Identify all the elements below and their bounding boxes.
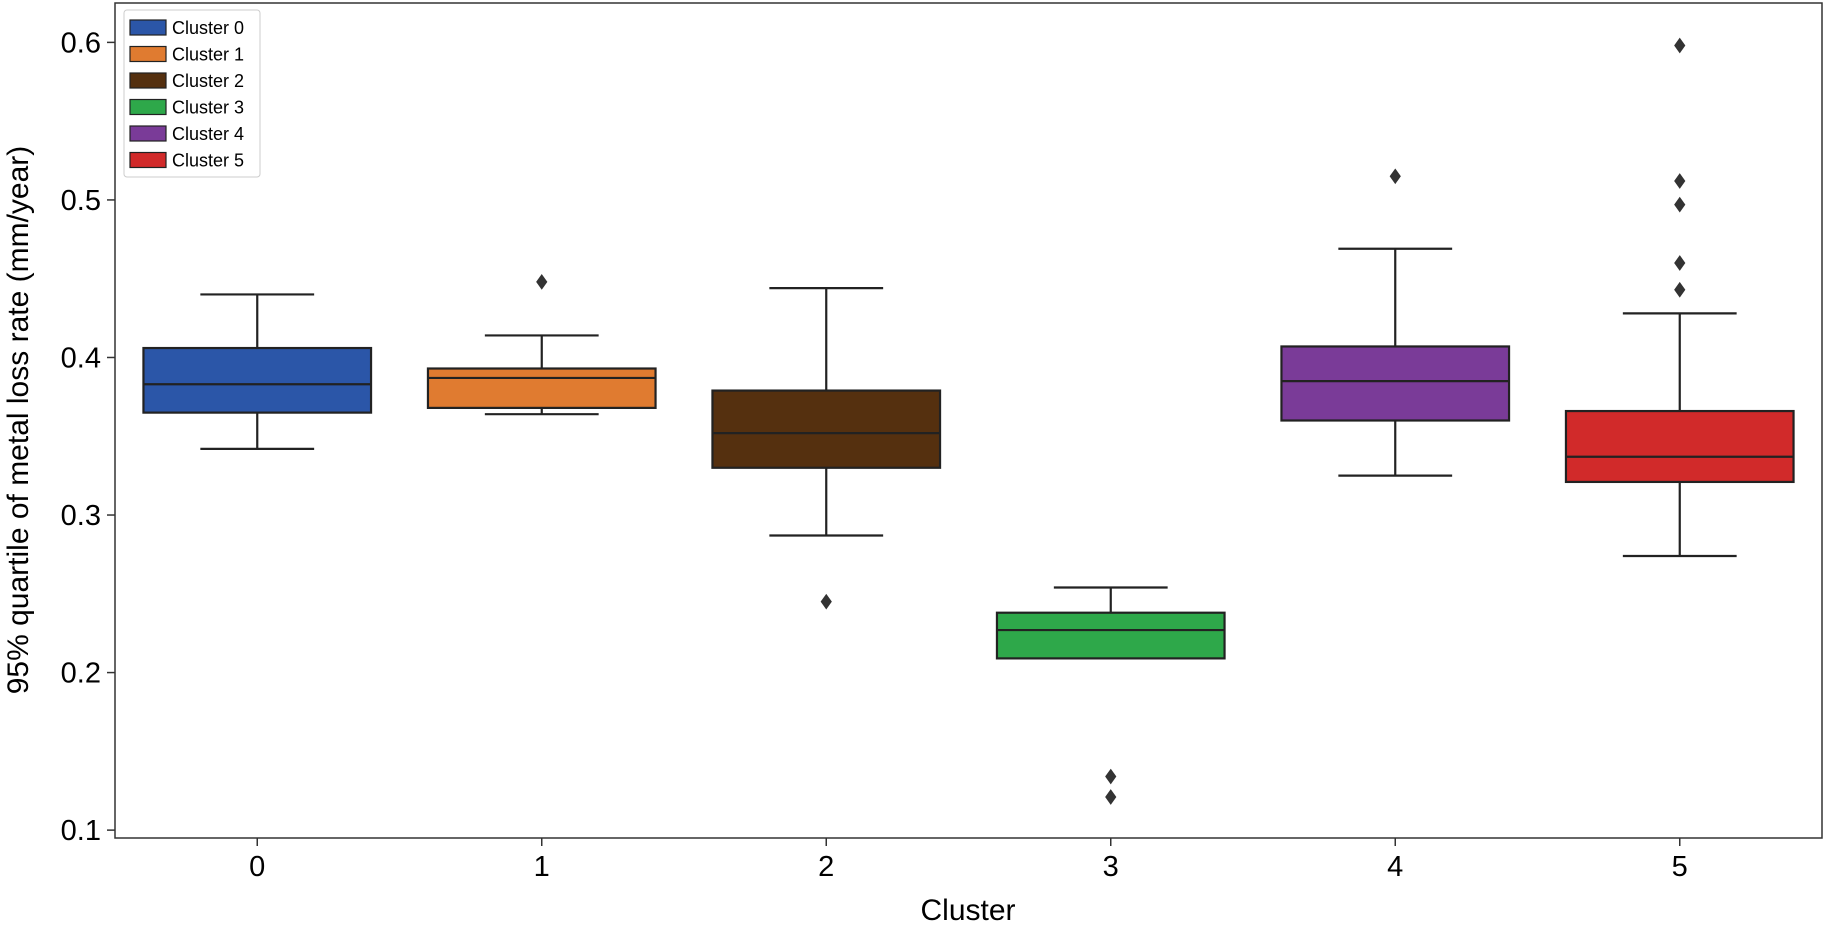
outlier-point xyxy=(1674,196,1686,213)
y-tick-label: 0.4 xyxy=(61,342,101,374)
y-axis-label: 95% quartile of metal loss rate (mm/year… xyxy=(2,146,35,695)
outlier-point xyxy=(1105,768,1117,785)
outlier-point xyxy=(820,593,832,610)
legend-swatch xyxy=(129,19,167,36)
x-tick-label: 2 xyxy=(818,851,834,883)
outlier-point xyxy=(1674,255,1686,271)
x-axis-label: Cluster xyxy=(920,894,1015,927)
outlier-point xyxy=(1389,168,1401,185)
legend-label: Cluster 5 xyxy=(172,151,244,171)
outlier-point xyxy=(1105,789,1117,805)
box-2 xyxy=(711,287,942,610)
outlier-point xyxy=(536,273,548,290)
legend-swatch xyxy=(129,45,167,63)
outlier-point xyxy=(1674,173,1686,189)
y-tick-label: 0.2 xyxy=(61,658,101,690)
plot-frame xyxy=(114,2,1823,839)
x-tick-label: 5 xyxy=(1672,851,1688,883)
box-3 xyxy=(995,586,1226,805)
y-tick-label: 0.5 xyxy=(61,185,101,217)
box-iqr xyxy=(426,367,657,409)
box-1 xyxy=(426,273,657,416)
x-tick-label: 3 xyxy=(1103,851,1119,883)
box-5 xyxy=(1564,37,1795,558)
legend-swatch xyxy=(129,72,167,89)
y-axis: 0.1 0.2 0.3 0.4 0.5 0.6 xyxy=(61,27,115,847)
legend-swatch xyxy=(129,125,167,142)
y-tick-label: 0.1 xyxy=(61,815,101,847)
box-iqr xyxy=(995,611,1226,660)
y-tick-label: 0.6 xyxy=(61,27,101,59)
box-iqr xyxy=(1564,409,1795,484)
outlier-point xyxy=(1674,37,1686,54)
legend-swatch xyxy=(129,151,167,169)
x-tick-label: 4 xyxy=(1387,851,1403,883)
box-4 xyxy=(1280,168,1511,477)
x-axis: 0 1 2 3 4 5 xyxy=(249,838,1688,883)
box-iqr xyxy=(711,389,942,469)
plot-background xyxy=(115,3,1822,838)
legend-label: Cluster 4 xyxy=(172,124,244,144)
x-tick-label: 1 xyxy=(534,851,550,883)
legend-label: Cluster 2 xyxy=(172,71,244,91)
legend-label: Cluster 3 xyxy=(172,98,244,118)
box-0 xyxy=(142,293,373,450)
legend-label: Cluster 0 xyxy=(172,18,244,38)
legend-swatch xyxy=(129,98,167,116)
legend: Cluster 0 Cluster 1 Cluster 2 Cluster 3 Clus… xyxy=(123,9,261,178)
y-tick-label: 0.3 xyxy=(61,500,101,532)
box-iqr xyxy=(1280,345,1511,422)
box-iqr xyxy=(142,346,373,414)
x-tick-label: 0 xyxy=(249,851,265,883)
box-series xyxy=(142,37,1795,805)
outlier-point xyxy=(1674,281,1686,298)
legend-label: Cluster 1 xyxy=(172,45,244,65)
